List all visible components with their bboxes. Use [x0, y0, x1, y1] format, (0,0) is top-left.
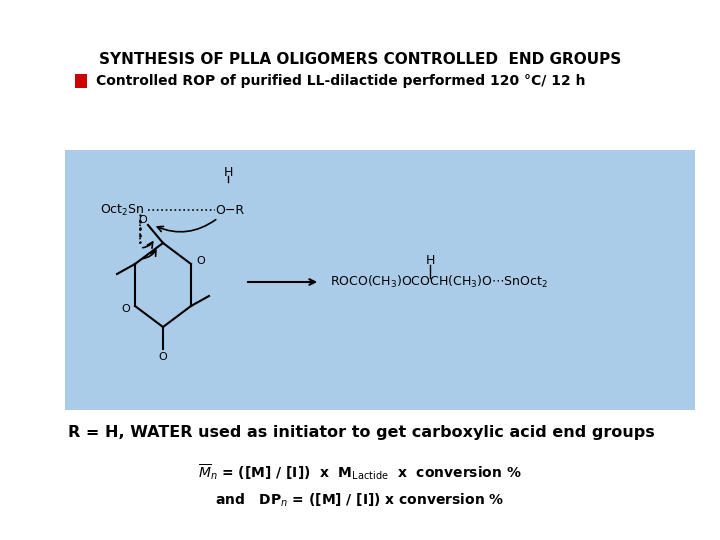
Text: O: O	[196, 256, 204, 266]
Text: R = H, WATER used as initiator to get carboxylic acid end groups: R = H, WATER used as initiator to get ca…	[68, 424, 654, 440]
FancyArrowPatch shape	[143, 250, 156, 259]
Text: O: O	[121, 304, 130, 314]
Text: $\overline{M}_n$ = ([M] / [I])  x  M$_{\rm Lactide}$  x  conversion %: $\overline{M}_n$ = ([M] / [I]) x M$_{\rm…	[198, 462, 522, 482]
Bar	[65, 150, 695, 410]
Text: Controlled ROP of purified LL-dilactide performed 120 °C/ 12 h: Controlled ROP of purified LL-dilactide …	[96, 74, 585, 88]
Text: O: O	[139, 215, 148, 225]
Text: H: H	[426, 253, 435, 267]
Text: and   DP$_n$ = ([M] / [I]) x conversion %: and DP$_n$ = ([M] / [I]) x conversion %	[215, 491, 505, 509]
Text: ROCO(CH$_3$)OCOCH(CH$_3$)O$\cdots$SnOct$_2$: ROCO(CH$_3$)OCOCH(CH$_3$)O$\cdots$SnOct$…	[330, 274, 548, 290]
Text: O−R: O−R	[215, 204, 244, 217]
Text: H: H	[223, 165, 233, 179]
Text: Oct$_2$Sn: Oct$_2$Sn	[100, 202, 145, 218]
Text: O: O	[158, 352, 167, 362]
Text: SYNTHESIS OF PLLA OLIGOMERS CONTROLLED  END GROUPS: SYNTHESIS OF PLLA OLIGOMERS CONTROLLED E…	[99, 52, 621, 68]
FancyArrowPatch shape	[143, 242, 153, 248]
FancyArrowPatch shape	[157, 220, 216, 232]
Bar	[75, 74, 87, 88]
